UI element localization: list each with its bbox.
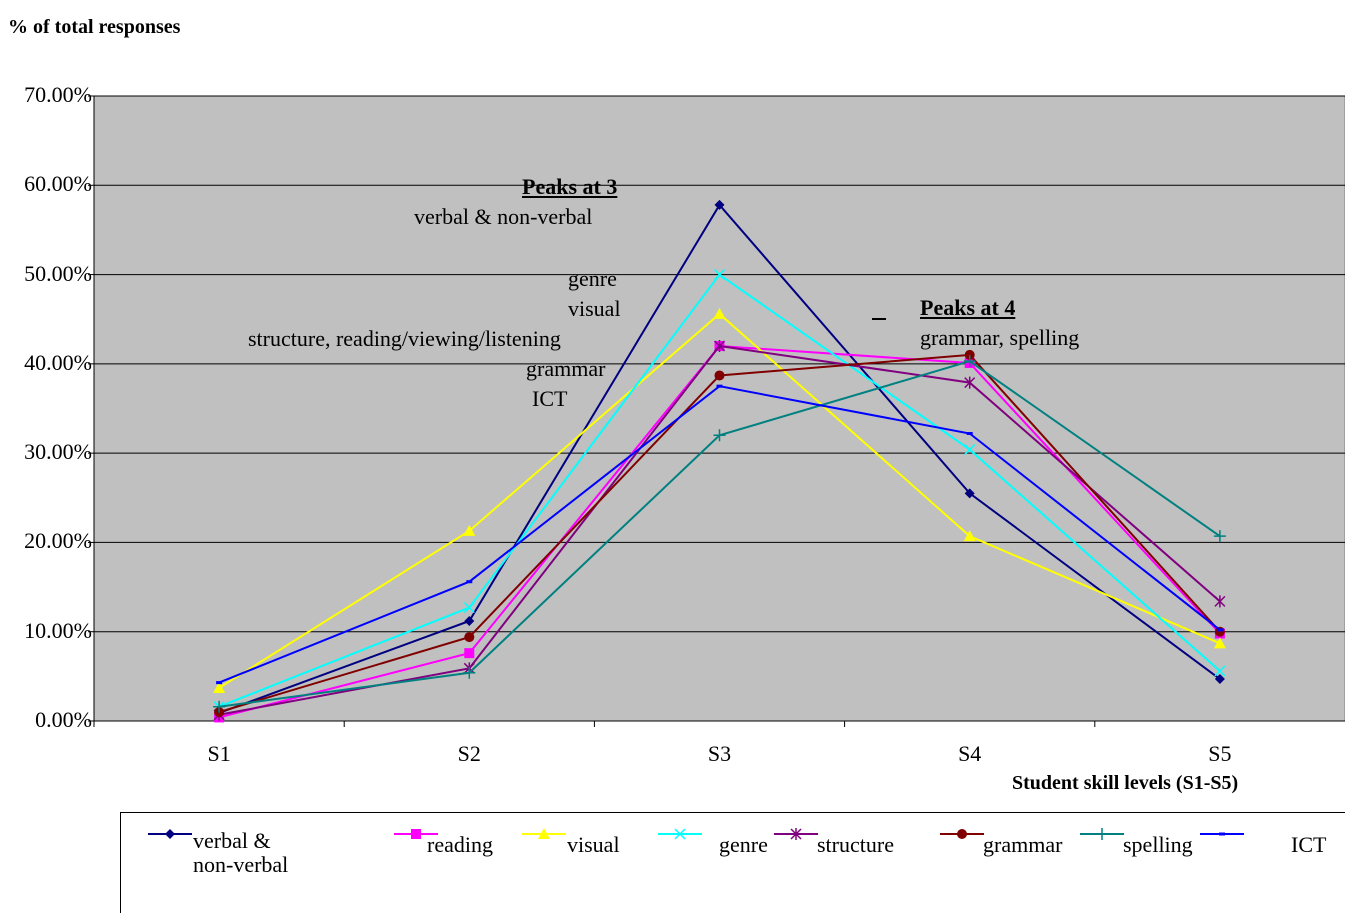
data-point-genre xyxy=(463,602,475,614)
legend-marker-verbal-non-verbal xyxy=(165,829,175,839)
data-point-ict xyxy=(716,384,723,388)
annotation-peaks-at-3-visual: visual xyxy=(568,296,621,321)
y-tick-label: 30.00% xyxy=(24,439,92,465)
legend-marker-ict xyxy=(1219,832,1225,836)
legend: verbal & non-verbal reading visual genre… xyxy=(120,812,1345,913)
y-tick-label: 50.00% xyxy=(24,260,92,286)
series-grammar xyxy=(214,349,1225,718)
legend-symbols xyxy=(148,828,1244,840)
legend-label-spelling: spelling xyxy=(1123,832,1193,857)
x-tick-label: S1 xyxy=(207,741,231,766)
x-axis-title: Student skill levels (S1-S5) xyxy=(1012,772,1239,794)
annotation-dash xyxy=(872,318,886,320)
y-tick-label: 10.00% xyxy=(24,617,92,643)
y-tick-label: 0.00% xyxy=(35,707,92,732)
data-point-grammar xyxy=(714,370,725,381)
annotation-peaks-at-3-genre: genre xyxy=(568,266,617,291)
data-point-reading xyxy=(464,648,475,659)
annotation-peaks-at-4-title: Peaks at 4 xyxy=(920,295,1016,320)
legend-marker-visual xyxy=(538,828,550,839)
data-point-ict xyxy=(466,580,473,584)
annotation-peaks-at-3-verbal: verbal & non-verbal xyxy=(414,204,593,229)
data-point-grammar xyxy=(964,349,975,360)
data-point-genre xyxy=(1214,665,1226,677)
annotation-peaks-at-3-ict: ICT xyxy=(532,386,568,411)
data-point-genre xyxy=(964,444,976,456)
legend-marker-grammar xyxy=(957,829,967,839)
annotation-peaks-at-3-title: Peaks at 3 xyxy=(522,174,618,199)
x-tick-label: S4 xyxy=(958,741,982,766)
y-axis-title: % of total responses xyxy=(8,16,181,38)
legend-marker-reading xyxy=(411,829,421,839)
plot-area xyxy=(93,95,1345,722)
data-point-visual xyxy=(463,524,476,536)
legend-marker-genre xyxy=(674,828,686,840)
series-spelling xyxy=(213,355,1226,713)
legend-label-ict: ICT xyxy=(1291,832,1327,857)
annotation-peaks-at-3-structure: structure, reading/viewing/listening xyxy=(248,326,561,351)
data-point-visual xyxy=(1213,637,1226,649)
x-tick-label: S5 xyxy=(1208,741,1232,766)
data-point-structure xyxy=(1214,595,1226,608)
data-point-spelling xyxy=(713,429,726,442)
data-point-verbal-non-verbal xyxy=(464,616,475,626)
legend-label-genre: genre xyxy=(719,832,768,857)
data-point-visual xyxy=(713,307,726,319)
data-point-structure xyxy=(713,340,726,352)
legend-marker-spelling xyxy=(1096,828,1108,840)
data-point-verbal-non-verbal xyxy=(964,488,975,499)
data-point-spelling xyxy=(213,700,226,713)
legend-label-reading: reading xyxy=(427,832,493,857)
y-tick-label: 40.00% xyxy=(24,349,92,375)
x-tick-label: S2 xyxy=(457,741,481,766)
y-tick-label: 70.00% xyxy=(24,82,92,107)
data-point-spelling xyxy=(1213,530,1226,543)
data-point-genre xyxy=(713,269,726,281)
series-ict xyxy=(216,384,1223,685)
series-layer xyxy=(213,199,1226,723)
data-point-verbal-non-verbal xyxy=(714,199,725,210)
y-tick-label: 60.00% xyxy=(24,171,92,197)
y-tick-label: 20.00% xyxy=(24,528,92,554)
legend-label-verbal: verbal & non-verbal xyxy=(193,828,289,878)
data-point-structure xyxy=(964,376,976,389)
data-point-verbal-non-verbal xyxy=(1214,674,1225,685)
annotation-peaks-at-3-grammar: grammar xyxy=(526,356,606,381)
legend-label-visual: visual xyxy=(567,832,620,857)
data-point-ict xyxy=(1216,628,1223,632)
data-point-grammar xyxy=(464,632,475,643)
data-point-visual xyxy=(213,681,226,693)
legend-marker-structure xyxy=(790,828,802,840)
annotation-peaks-at-4-items: grammar, spelling xyxy=(920,325,1080,350)
legend-label-grammar: grammar xyxy=(983,832,1063,857)
data-point-ict xyxy=(216,681,223,685)
x-tick-label: S3 xyxy=(707,741,732,766)
data-point-visual xyxy=(963,530,976,542)
data-point-spelling xyxy=(463,666,476,679)
legend-label-structure: structure xyxy=(817,832,894,857)
series-visual xyxy=(213,307,1226,693)
axes xyxy=(88,95,1345,727)
data-point-spelling xyxy=(963,355,976,368)
data-point-ict xyxy=(966,432,973,435)
